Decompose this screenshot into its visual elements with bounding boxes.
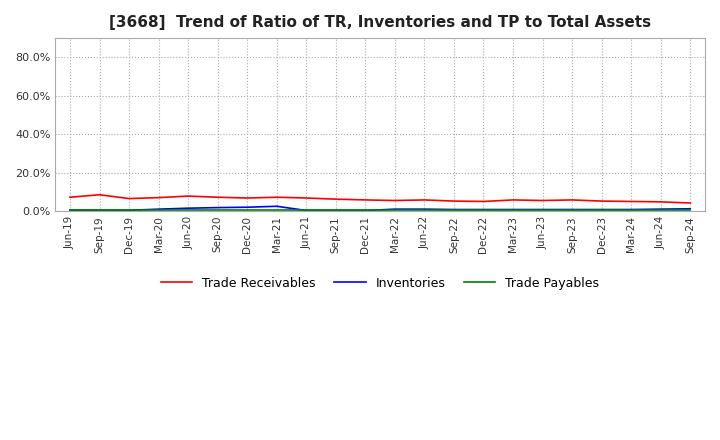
Trade Receivables [125, 196, 133, 201]
Inventories [213, 205, 222, 210]
Trade Receivables [302, 195, 310, 201]
Trade Payables [420, 208, 428, 213]
Trade Payables [184, 208, 192, 213]
Line: Trade Receivables: Trade Receivables [70, 195, 690, 203]
Inventories [272, 204, 281, 209]
Trade Receivables [154, 195, 163, 200]
Line: Inventories: Inventories [70, 206, 690, 210]
Inventories [302, 208, 310, 213]
Trade Receivables [390, 198, 399, 203]
Trade Receivables [449, 198, 458, 204]
Inventories [480, 207, 488, 212]
Trade Payables [509, 208, 518, 213]
Trade Receivables [568, 197, 577, 202]
Inventories [627, 207, 636, 212]
Inventories [509, 207, 518, 212]
Trade Receivables [539, 198, 547, 203]
Trade Receivables [331, 197, 340, 202]
Trade Receivables [184, 194, 192, 199]
Trade Payables [449, 208, 458, 213]
Trade Receivables [272, 194, 281, 200]
Inventories [420, 206, 428, 212]
Trade Receivables [627, 199, 636, 204]
Trade Payables [627, 208, 636, 213]
Inventories [539, 207, 547, 212]
Inventories [184, 205, 192, 211]
Trade Receivables [95, 192, 104, 198]
Legend: Trade Receivables, Inventories, Trade Payables: Trade Receivables, Inventories, Trade Pa… [156, 272, 604, 295]
Trade Receivables [243, 195, 251, 201]
Trade Receivables [509, 197, 518, 202]
Trade Payables [657, 208, 665, 213]
Trade Payables [125, 208, 133, 213]
Inventories [361, 208, 369, 213]
Inventories [449, 207, 458, 212]
Trade Receivables [66, 194, 74, 200]
Inventories [598, 207, 606, 212]
Inventories [390, 206, 399, 212]
Trade Payables [539, 208, 547, 213]
Inventories [95, 208, 104, 213]
Trade Payables [302, 208, 310, 213]
Trade Receivables [420, 197, 428, 202]
Inventories [331, 208, 340, 213]
Trade Payables [480, 208, 488, 213]
Trade Payables [331, 208, 340, 213]
Trade Receivables [598, 198, 606, 204]
Trade Payables [361, 208, 369, 213]
Inventories [686, 206, 695, 211]
Inventories [66, 208, 74, 213]
Trade Receivables [213, 194, 222, 200]
Trade Receivables [686, 200, 695, 205]
Title: [3668]  Trend of Ratio of TR, Inventories and TP to Total Assets: [3668] Trend of Ratio of TR, Inventories… [109, 15, 651, 30]
Trade Payables [686, 208, 695, 213]
Trade Payables [66, 208, 74, 213]
Trade Receivables [361, 197, 369, 202]
Trade Receivables [480, 199, 488, 204]
Trade Payables [390, 208, 399, 213]
Inventories [243, 205, 251, 210]
Trade Payables [272, 208, 281, 213]
Inventories [657, 206, 665, 212]
Trade Receivables [657, 199, 665, 205]
Trade Payables [95, 208, 104, 213]
Trade Payables [598, 208, 606, 213]
Trade Payables [154, 208, 163, 213]
Trade Payables [213, 208, 222, 213]
Inventories [154, 206, 163, 212]
Inventories [125, 208, 133, 213]
Trade Payables [568, 208, 577, 213]
Inventories [568, 207, 577, 212]
Trade Payables [243, 208, 251, 213]
